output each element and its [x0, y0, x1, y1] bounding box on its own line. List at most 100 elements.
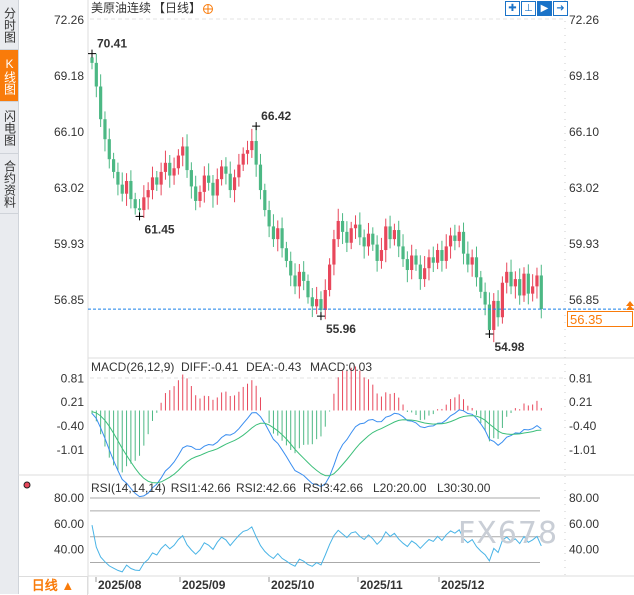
candle-body: [349, 228, 353, 243]
candle-body: [492, 300, 496, 330]
price-tick-right: 56.85: [569, 293, 599, 307]
candle-body: [319, 299, 323, 310]
date-label: 2025/09: [182, 578, 226, 592]
rsi-tick-left: 80.00: [54, 491, 84, 505]
l20-value: L20:20.00: [373, 481, 427, 495]
candle-body: [405, 259, 409, 271]
axis-cursor-icon[interactable]: ⊥: [521, 1, 536, 16]
candle-body: [513, 279, 517, 287]
price-tick-right: 63.02: [569, 181, 599, 195]
candle-body: [198, 191, 202, 201]
watermark-logo: FX678: [458, 516, 559, 551]
macd-tick-left: 0.21: [61, 395, 85, 409]
last-price-label: 56.35: [567, 311, 633, 327]
chart-title: 美原油连续: [91, 0, 151, 15]
rsi3-value: RSI3:42.66: [303, 481, 363, 495]
candle-body: [440, 250, 444, 261]
candle-body: [116, 171, 120, 185]
candle-body: [315, 299, 319, 307]
candle-body: [436, 250, 440, 263]
candle-body: [379, 250, 384, 261]
macd-tick-right: 0.21: [569, 395, 593, 409]
extreme-marker: [252, 122, 261, 131]
price-annotation-low2: 55.96: [326, 322, 356, 336]
candle-body: [466, 253, 470, 265]
candle-body: [163, 162, 168, 172]
date-label: 2025/10: [271, 578, 315, 592]
price-tick-right: 69.18: [569, 69, 599, 83]
candle-body: [215, 179, 219, 196]
sidebar: 分时图 K线图 闪电图 合约资料: [0, 0, 19, 594]
double-up-arrow-icon: [626, 301, 634, 310]
candle-body: [263, 190, 267, 211]
sidebar-tab-2[interactable]: 闪电图: [0, 102, 18, 154]
price-annotation-low3: 54.98: [494, 340, 524, 354]
macd-tick-left: 0.81: [61, 372, 85, 386]
candle-body: [99, 86, 103, 120]
rsi-line: [91, 525, 542, 573]
price-tick-left: 66.10: [54, 125, 84, 139]
candle-body: [479, 277, 483, 292]
candle-body: [371, 233, 375, 245]
candle-body: [185, 146, 189, 171]
candle-body: [133, 199, 137, 209]
candle-body: [194, 186, 198, 201]
candle-body: [397, 230, 401, 247]
crosshair-icon[interactable]: ✚: [505, 1, 520, 16]
sidebar-tab-1[interactable]: K线图: [0, 50, 18, 102]
macd-diff-value: DIFF:-0.41: [181, 360, 239, 374]
candle-body: [375, 244, 379, 261]
candle-body: [531, 286, 535, 294]
period-selector[interactable]: 日线 ▲: [19, 576, 88, 595]
price-tick-right: 72.26: [569, 13, 599, 27]
candle-body: [142, 197, 146, 211]
candle-body: [207, 175, 211, 183]
macd-dea-value: DEA:-0.43: [246, 360, 302, 374]
rsi-tick-right: 40.00: [569, 543, 599, 557]
candle-body: [284, 248, 288, 261]
candle-body: [323, 290, 327, 310]
candle-body: [388, 226, 392, 240]
price-tick-left: 59.93: [54, 237, 84, 251]
candle-body: [500, 282, 504, 318]
macd-label: MACD(26,12,9): [91, 360, 174, 374]
candle-body: [181, 146, 185, 156]
candle-body: [410, 255, 414, 271]
candle-body: [340, 220, 345, 232]
candle-body: [202, 175, 206, 192]
candle-body: [94, 62, 98, 87]
candle-body: [336, 220, 340, 240]
price-tick-right: 66.10: [569, 125, 599, 139]
candle-body: [448, 235, 453, 247]
sidebar-tab-3[interactable]: 合约资料: [0, 154, 18, 214]
date-label: 2025/08: [98, 578, 142, 592]
candle-body: [90, 57, 94, 63]
candle-body: [444, 246, 448, 261]
exit-arrow-icon[interactable]: ➜: [553, 1, 568, 16]
price-annotation-high1: 70.41: [97, 37, 127, 51]
diff-line: [91, 409, 542, 498]
candle-body: [306, 280, 310, 298]
axis-play-icon[interactable]: ▶: [537, 1, 552, 16]
candle-body: [250, 141, 254, 151]
candle-body: [232, 177, 237, 191]
price-tick-left: 72.26: [54, 13, 84, 27]
candle-body: [112, 159, 116, 172]
period-label: 【日线】: [153, 1, 201, 15]
candle-body: [453, 235, 457, 241]
candle-body: [124, 180, 129, 194]
candle-body: [293, 275, 297, 287]
sidebar-tab-0[interactable]: 分时图: [0, 0, 18, 50]
price-annotation-high2: 66.42: [261, 109, 291, 123]
candle-body: [418, 264, 422, 280]
candle-body: [276, 228, 280, 240]
rsi-label: RSI(14,14,14): [91, 481, 166, 495]
candle-body: [137, 208, 142, 211]
macd-tick-right: -1.01: [569, 443, 597, 457]
candle-body: [366, 233, 371, 247]
rsi-tick-right: 60.00: [569, 517, 599, 531]
candle-body: [271, 226, 276, 240]
candle-body: [245, 150, 250, 154]
candle-body: [159, 171, 163, 185]
